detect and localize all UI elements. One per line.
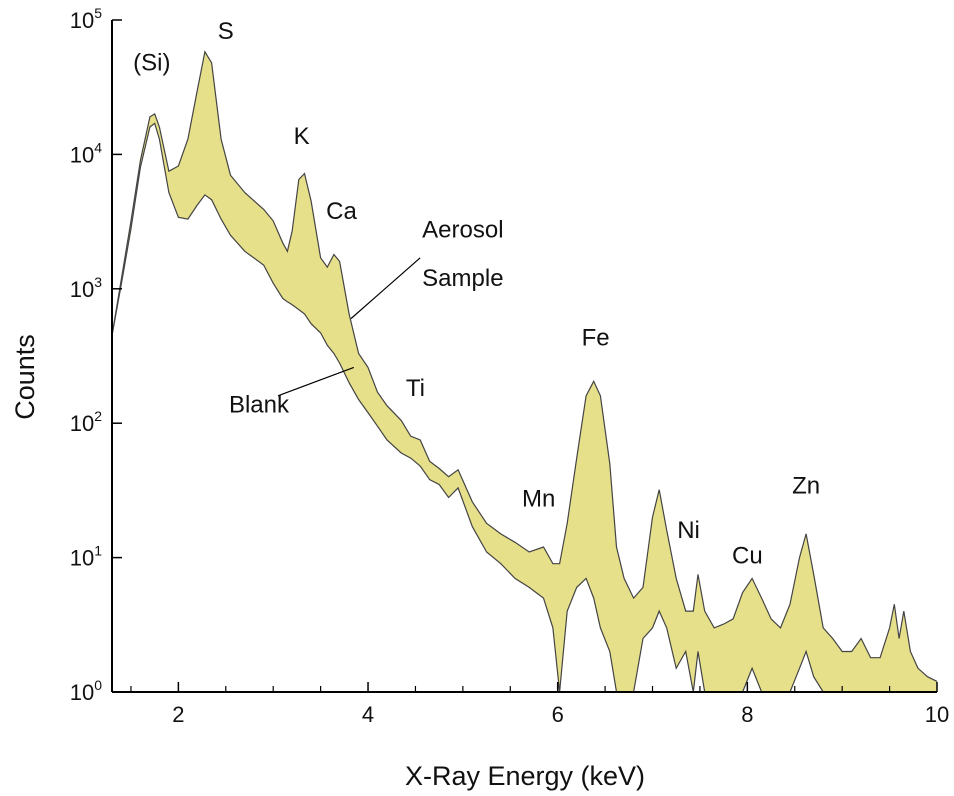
plot-layer: (Si) S K Ca Ti Fe Mn Ni Cu Zn Aerosol Sample Blank bbox=[111, 18, 938, 693]
difference-band bbox=[112, 51, 937, 693]
callout-line bbox=[350, 257, 421, 320]
annotation-label: S bbox=[218, 18, 234, 45]
y-axis-label: Counts bbox=[10, 334, 40, 420]
x-axis-label: X-Ray Energy (keV) bbox=[405, 761, 645, 791]
annotation-label: Ti bbox=[406, 375, 425, 402]
annotation-label: (Si) bbox=[133, 50, 170, 77]
annotation-label: Sample bbox=[422, 265, 503, 292]
annotation-label: Mn bbox=[522, 485, 555, 512]
annotation-label: Fe bbox=[582, 324, 610, 351]
blank-line bbox=[111, 122, 937, 693]
y-tick-label: 103 bbox=[70, 274, 102, 302]
x-tick-label: 8 bbox=[741, 702, 753, 727]
x-tick-label: 2 bbox=[172, 702, 184, 727]
axes-layer: 2 4 6 8 10 100 101 102 103 104 105 bbox=[70, 5, 950, 727]
annotation-label: K bbox=[294, 123, 310, 150]
aerosol-sample-line bbox=[111, 50, 938, 682]
annotation-label: Ca bbox=[326, 198, 357, 225]
y-tick-label: 101 bbox=[70, 543, 102, 571]
annotation-label: Ni bbox=[677, 517, 700, 544]
y-tick-label: 105 bbox=[70, 5, 102, 33]
annotation-label: Aerosol bbox=[422, 217, 503, 244]
x-tick-label: 10 bbox=[925, 702, 949, 727]
y-tick-label: 100 bbox=[70, 677, 102, 705]
y-tick-label: 102 bbox=[70, 408, 102, 436]
annotation-label: Blank bbox=[229, 392, 290, 419]
y-tick-label: 104 bbox=[70, 139, 102, 167]
x-tick-label: 6 bbox=[552, 702, 564, 727]
annotation-label: Cu bbox=[732, 543, 763, 570]
callout-line bbox=[277, 366, 355, 397]
annotation-label: Zn bbox=[792, 472, 820, 499]
x-tick-label: 4 bbox=[362, 702, 374, 727]
